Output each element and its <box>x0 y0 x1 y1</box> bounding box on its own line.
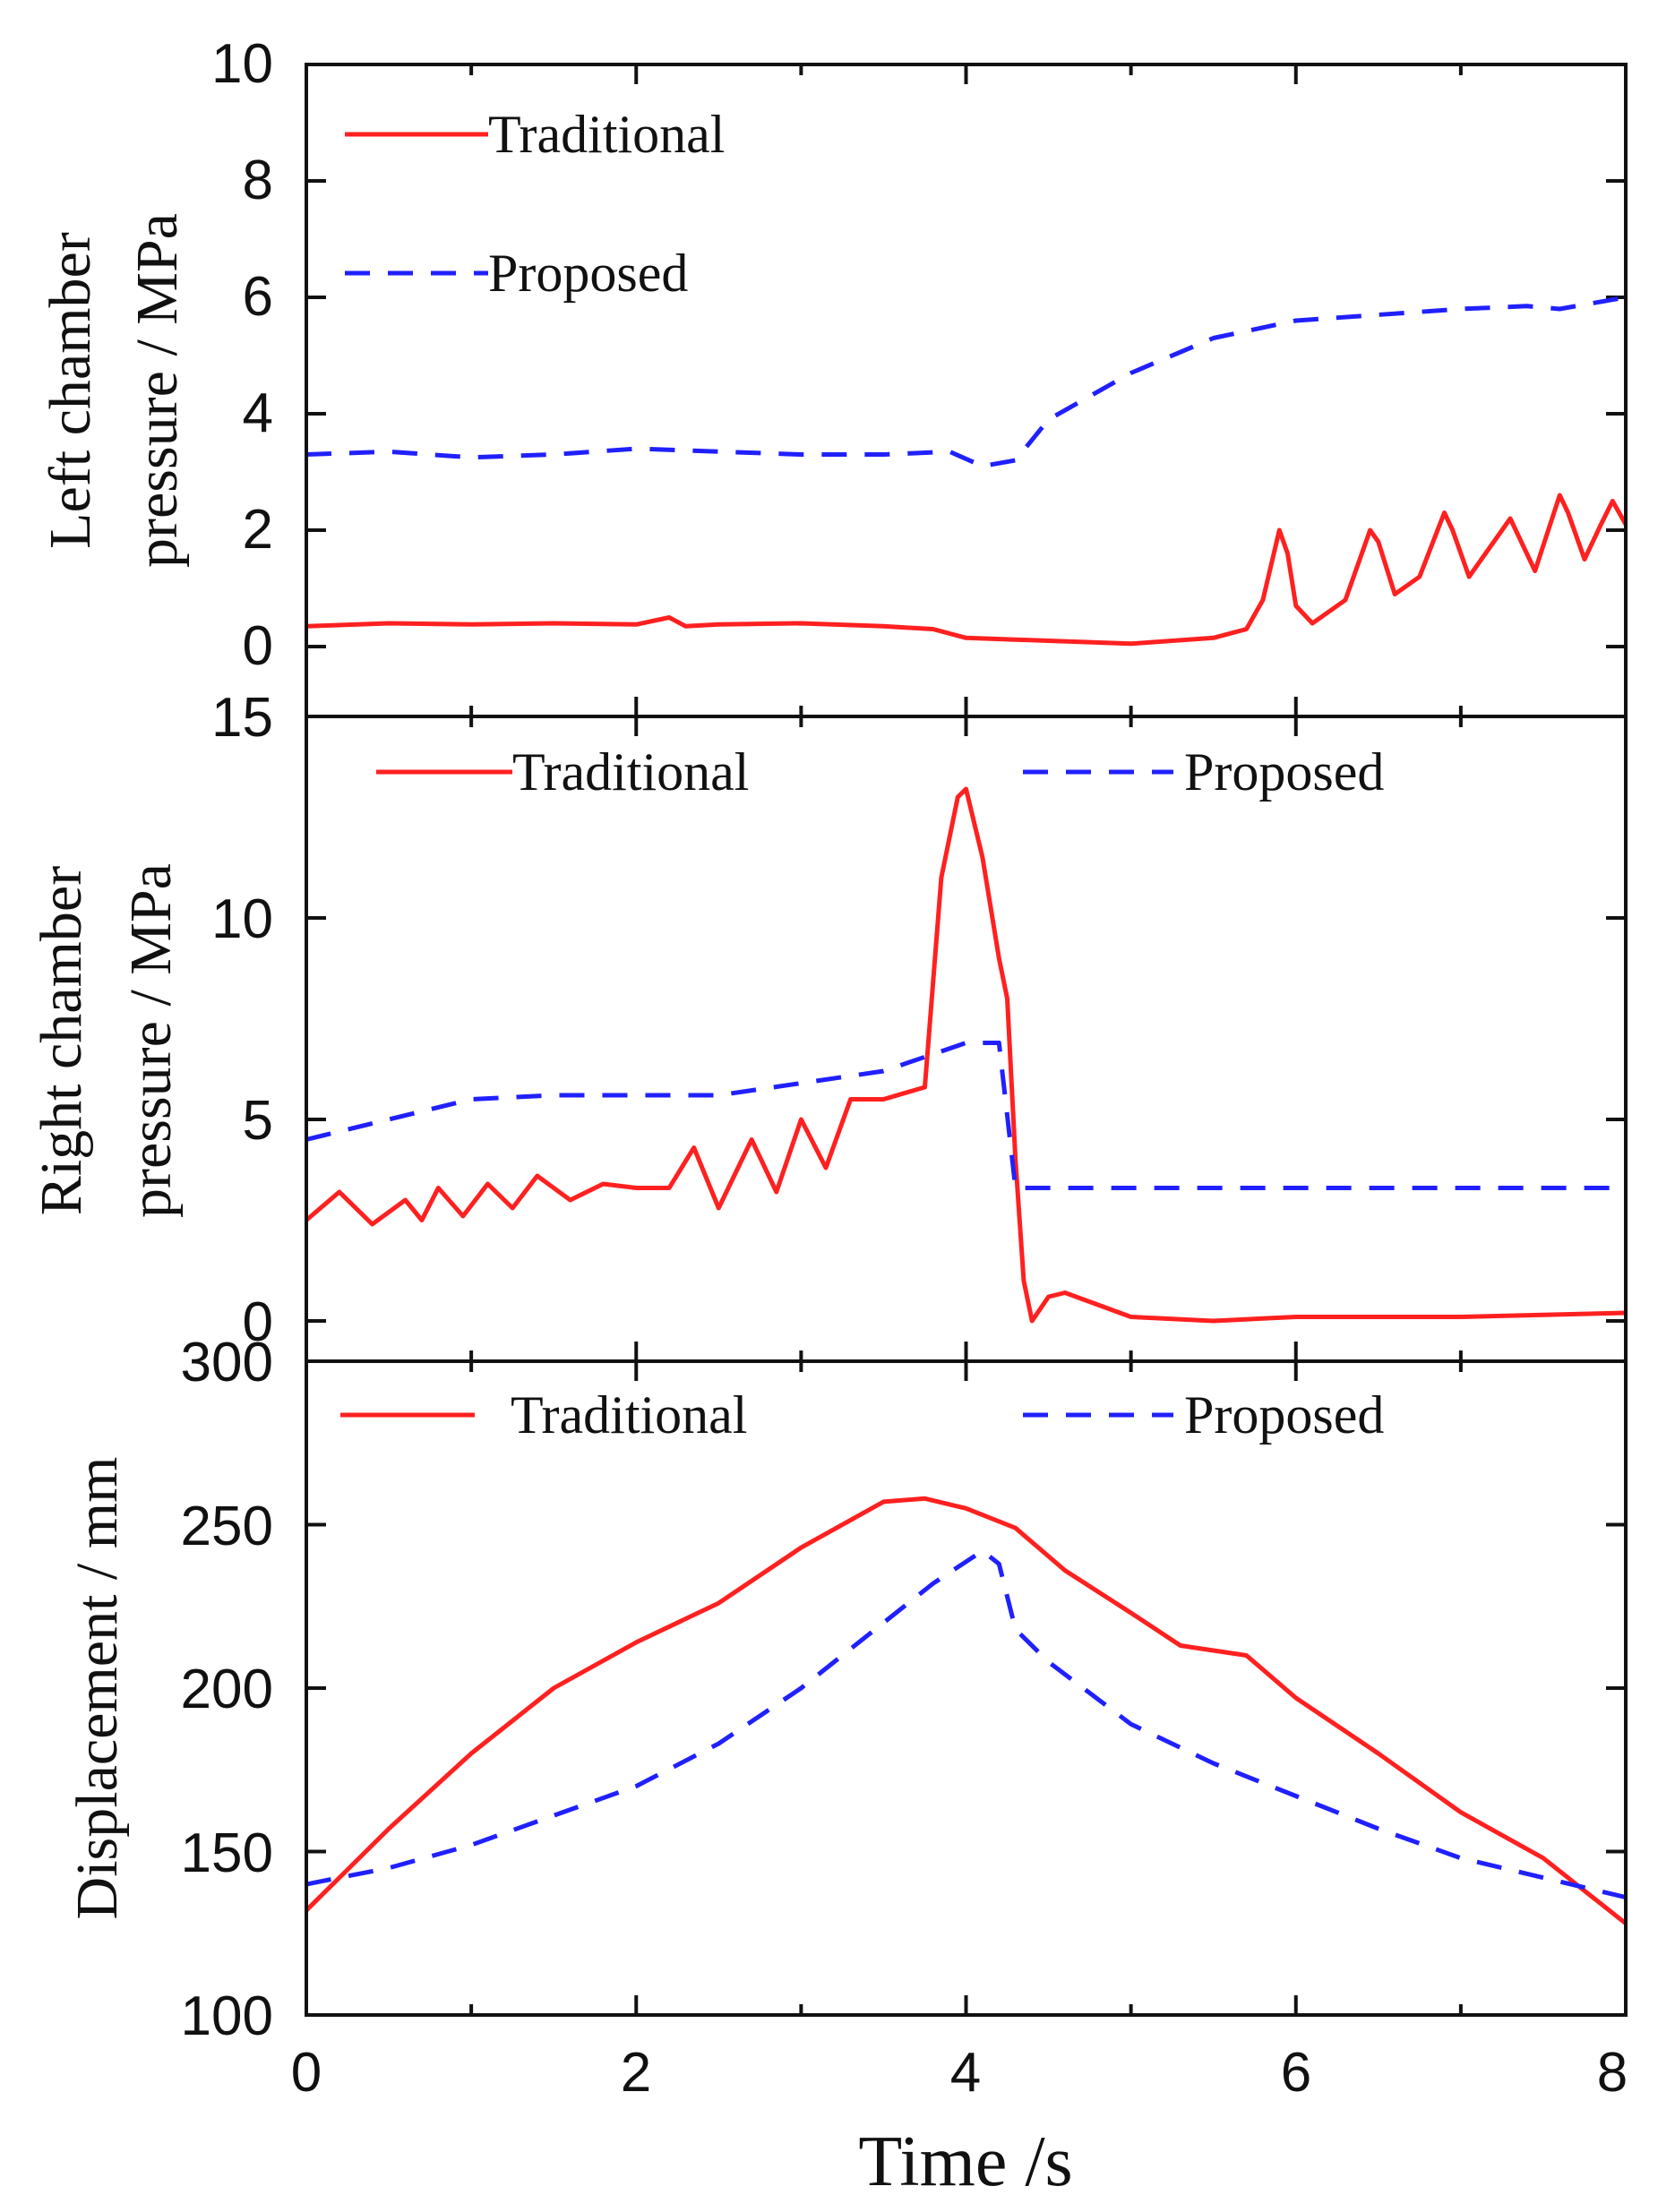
right-proposed-line <box>306 1041 1626 1190</box>
panel-left-chamber-pressure: Left chamber pressure / MPa 0 2 4 6 8 10… <box>38 33 1628 718</box>
disp-tick-labels: 100 150 200 250 300 <box>181 1332 273 2047</box>
disp-y-tick-label: 250 <box>181 1496 273 1557</box>
x-tick-label: 4 <box>950 2042 981 2104</box>
x-tick-label: 2 <box>621 2042 651 2104</box>
left-traditional-line <box>306 493 1626 647</box>
x-tick-label: 0 <box>291 2042 322 2104</box>
right-y-tick-label: 15 <box>211 687 273 749</box>
right-y-tick-label: 10 <box>211 888 273 950</box>
right-legend-proposed-label: Proposed <box>1184 742 1384 802</box>
disp-legend: Traditional Proposed <box>340 1385 1384 1445</box>
disp-y-title: Displacement / mm <box>64 1457 130 1920</box>
left-y-tick-label: 2 <box>243 499 273 561</box>
x-tick-label: 6 <box>1281 2042 1311 2104</box>
disp-legend-traditional-label: Traditional <box>511 1385 747 1445</box>
left-legend: Traditional Proposed <box>345 105 725 303</box>
disp-y-tick-label: 300 <box>181 1332 273 1393</box>
left-y-tick-label: 10 <box>211 33 273 95</box>
disp-plot-area <box>306 1496 1626 1925</box>
left-y-tick-label: 8 <box>243 150 273 211</box>
right-y-tick-label: 5 <box>243 1090 273 1152</box>
x-tick-label: 8 <box>1597 2042 1628 2104</box>
right-y-title-line-1: Right chamber <box>29 866 94 1215</box>
right-plot-area <box>306 786 1626 1324</box>
disp-y-tick-label: 100 <box>181 1985 273 2047</box>
x-tick-labels: 0 2 4 6 8 <box>291 2042 1628 2104</box>
right-y-tick-label: 0 <box>243 1291 273 1353</box>
right-ticks <box>305 715 1628 1361</box>
left-y-tick-label: 0 <box>243 615 273 677</box>
right-traditional-line <box>306 786 1626 1324</box>
left-y-tick-label: 6 <box>243 266 273 328</box>
x-axis-title: Time /s <box>858 2122 1072 2201</box>
disp-y-tick-label: 150 <box>181 1822 273 1884</box>
left-legend-traditional-label: Traditional <box>488 105 725 164</box>
left-plot-area <box>306 295 1626 647</box>
disp-legend-proposed-label: Proposed <box>1184 1385 1384 1445</box>
right-legend-traditional-label: Traditional <box>512 742 749 802</box>
disp-ticks <box>305 1359 1628 2017</box>
left-proposed-line <box>306 295 1626 468</box>
right-legend: Traditional Proposed <box>376 742 1384 802</box>
left-legend-proposed-label: Proposed <box>488 244 688 303</box>
right-frame <box>305 715 1628 1363</box>
right-tick-labels: 0 5 10 15 <box>211 687 273 1353</box>
disp-frame <box>305 1359 1628 2017</box>
panel-displacement: Displacement / mm 100 150 200 250 300 Tr… <box>64 1332 1628 2201</box>
left-y-tick-label: 4 <box>243 382 273 444</box>
panel-right-chamber-pressure: Right chamber pressure / MPa 0 5 10 15 T… <box>29 687 1628 1363</box>
disp-y-tick-label: 200 <box>181 1659 273 1720</box>
right-y-title-line-2: pressure / MPa <box>118 863 184 1218</box>
disp-traditional-line <box>306 1496 1626 1925</box>
left-y-title-line-1: Left chamber <box>38 232 103 549</box>
left-tick-labels: 0 2 4 6 8 10 <box>211 33 273 677</box>
disp-proposed-line <box>306 1548 1626 1900</box>
left-y-title-line-2: pressure / MPa <box>125 213 190 568</box>
